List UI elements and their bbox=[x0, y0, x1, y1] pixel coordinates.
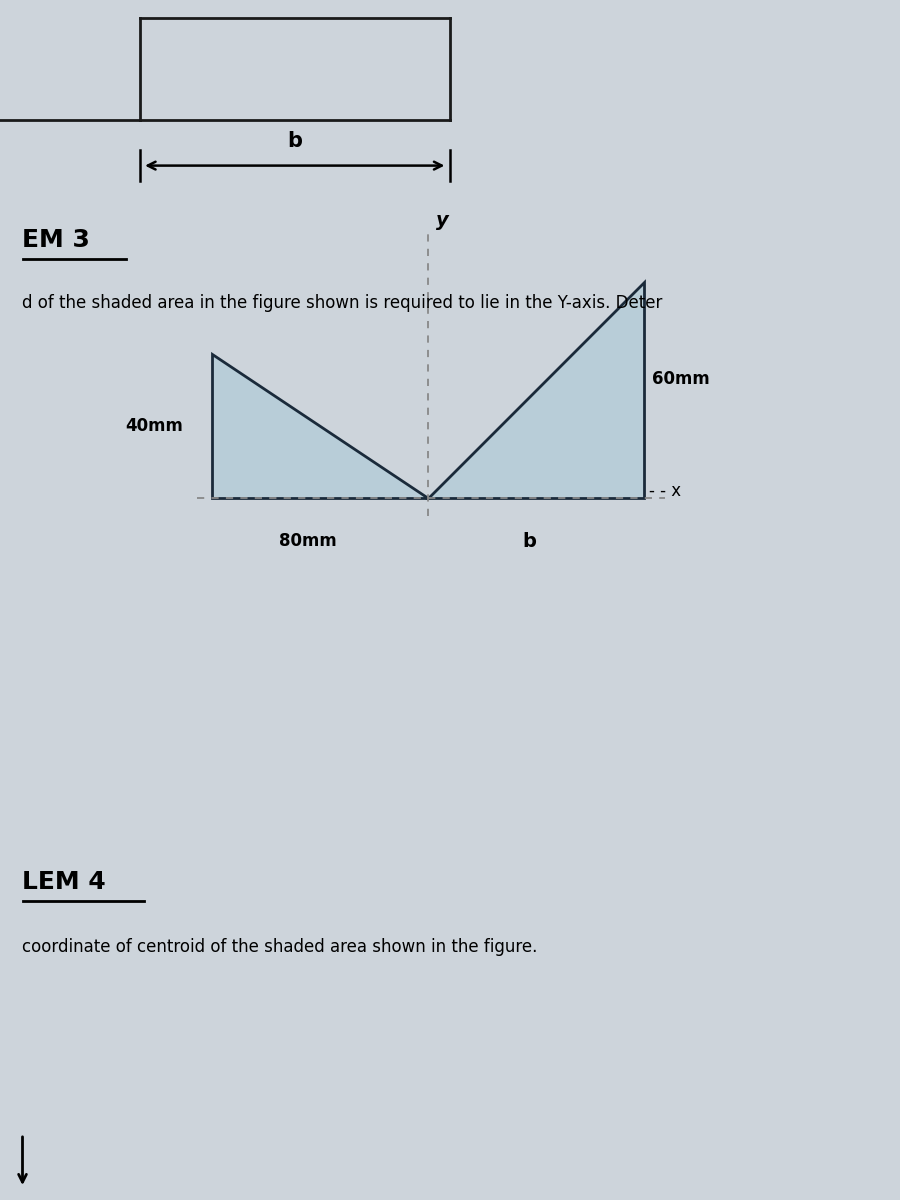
Text: - - x: - - x bbox=[649, 481, 681, 499]
Text: d of the shaded area in the figure shown is required to lie in the Y-axis. Deter: d of the shaded area in the figure shown… bbox=[22, 294, 663, 312]
Text: b: b bbox=[287, 131, 302, 151]
Text: LEM 4: LEM 4 bbox=[22, 870, 106, 894]
Text: 40mm: 40mm bbox=[125, 416, 183, 434]
Text: 60mm: 60mm bbox=[652, 370, 709, 389]
Text: y: y bbox=[436, 211, 448, 230]
Text: coordinate of centroid of the shaded area shown in the figure.: coordinate of centroid of the shaded are… bbox=[22, 938, 538, 956]
Text: EM 3: EM 3 bbox=[22, 228, 90, 252]
Polygon shape bbox=[428, 282, 644, 498]
Polygon shape bbox=[212, 354, 428, 498]
Text: b: b bbox=[522, 532, 536, 551]
Text: 80mm: 80mm bbox=[279, 533, 337, 550]
